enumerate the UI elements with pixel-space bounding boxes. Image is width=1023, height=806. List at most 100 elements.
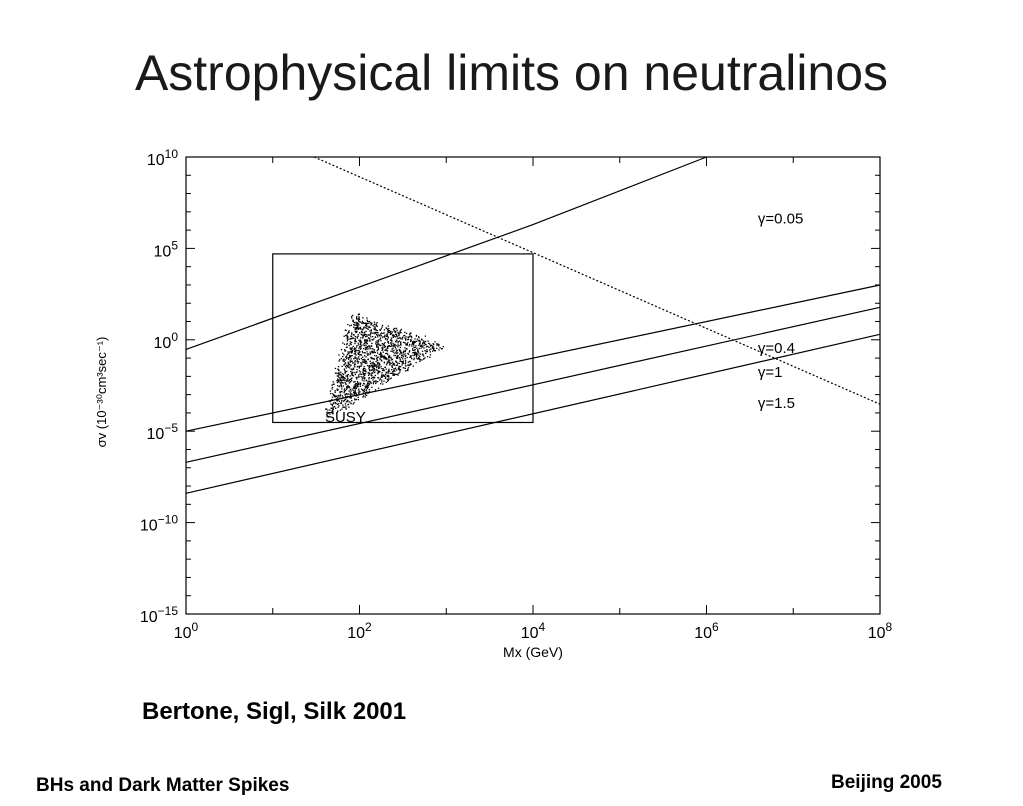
susy-point — [332, 381, 334, 383]
susy-point — [364, 396, 366, 398]
susy-point — [427, 340, 429, 342]
susy-point — [358, 356, 360, 358]
susy-point — [423, 358, 425, 360]
susy-point — [331, 384, 333, 386]
susy-point — [438, 345, 440, 347]
susy-point — [362, 372, 364, 374]
susy-point — [424, 335, 426, 337]
susy-point — [343, 358, 345, 360]
susy-point — [383, 332, 385, 334]
susy-point — [355, 383, 358, 385]
susy-point — [429, 354, 432, 356]
susy-point — [339, 382, 341, 384]
susy-point — [359, 332, 361, 334]
susy-point — [385, 337, 387, 340]
susy-point — [388, 345, 391, 347]
susy-point — [430, 348, 432, 350]
susy-point — [403, 335, 405, 337]
susy-point — [370, 330, 373, 332]
susy-point — [400, 328, 403, 331]
susy-point — [352, 389, 354, 392]
susy-point — [366, 334, 368, 336]
susy-point — [379, 354, 381, 356]
susy-point — [341, 401, 343, 403]
susy-point — [397, 341, 399, 343]
susy-point — [381, 355, 383, 357]
susy-point — [378, 371, 380, 373]
susy-point — [356, 369, 358, 371]
susy-point — [357, 362, 359, 364]
susy-point — [397, 346, 399, 348]
susy-point — [376, 340, 378, 342]
susy-point — [358, 349, 360, 352]
susy-point — [414, 346, 416, 348]
susy-point — [350, 341, 353, 344]
susy-point — [416, 338, 419, 340]
susy-point — [400, 350, 402, 352]
susy-point — [410, 356, 412, 358]
susy-point — [376, 358, 378, 360]
susy-point — [387, 372, 389, 374]
susy-point — [346, 393, 348, 395]
susy-point — [362, 336, 364, 338]
susy-point — [393, 363, 395, 365]
susy-point — [391, 369, 393, 371]
susy-point — [393, 349, 395, 352]
susy-point — [373, 377, 375, 379]
susy-point — [399, 350, 401, 352]
susy-point — [339, 380, 341, 382]
susy-point — [389, 339, 392, 341]
susy-point — [345, 346, 348, 348]
susy-point — [331, 393, 334, 395]
susy-point — [349, 401, 351, 403]
susy-point — [380, 335, 382, 337]
susy-point — [409, 333, 411, 335]
susy-point — [372, 367, 374, 369]
susy-point — [371, 348, 374, 350]
susy-point — [352, 320, 354, 322]
susy-point — [382, 351, 384, 353]
susy-point — [398, 337, 400, 339]
susy-point — [401, 362, 403, 364]
susy-point — [342, 377, 344, 379]
susy-point — [362, 344, 364, 346]
susy-point — [364, 362, 366, 364]
susy-point — [399, 349, 401, 351]
susy-point — [337, 385, 339, 387]
susy-point — [369, 353, 371, 356]
susy-point — [399, 371, 401, 373]
susy-point — [354, 366, 356, 368]
susy-point — [358, 351, 361, 353]
susy-point — [346, 346, 348, 348]
susy-point — [346, 379, 348, 381]
susy-point — [378, 334, 380, 336]
susy-point — [330, 403, 332, 405]
susy-point — [331, 411, 334, 413]
susy-point — [377, 373, 379, 375]
susy-point — [377, 387, 380, 389]
susy-point — [375, 361, 377, 363]
susy-point — [391, 348, 393, 350]
susy-point — [413, 340, 415, 342]
susy-point — [379, 329, 381, 331]
susy-point — [372, 339, 374, 341]
susy-point — [412, 348, 414, 350]
susy-point — [366, 348, 368, 351]
susy-point — [344, 329, 346, 331]
susy-point — [378, 343, 380, 345]
susy-point — [338, 354, 340, 356]
susy-point — [370, 324, 372, 326]
susy-point — [346, 399, 349, 402]
susy-point — [404, 331, 406, 333]
susy-point — [400, 355, 403, 357]
susy-point — [350, 364, 352, 366]
susy-point — [340, 384, 343, 387]
susy-point — [389, 359, 391, 361]
susy-point — [337, 378, 339, 380]
susy-point — [354, 386, 357, 388]
susy-point — [363, 334, 366, 336]
susy-point — [340, 384, 342, 386]
susy-point — [370, 329, 372, 331]
susy-point — [366, 347, 369, 349]
susy-point — [361, 377, 363, 379]
